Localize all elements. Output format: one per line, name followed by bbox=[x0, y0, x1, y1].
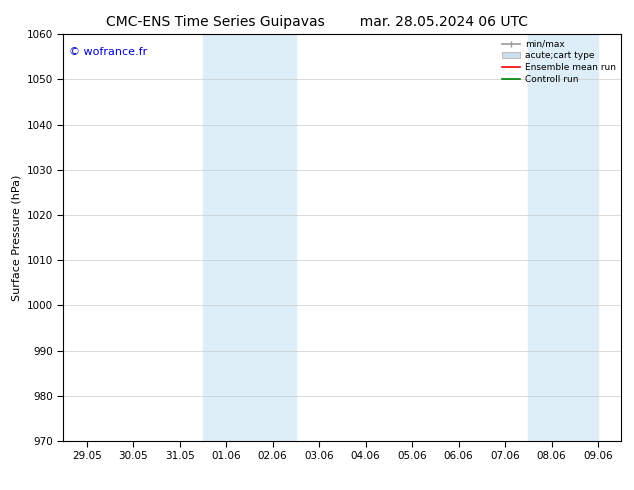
Text: © wofrance.fr: © wofrance.fr bbox=[69, 47, 147, 56]
Legend: min/max, acute;cart type, Ensemble mean run, Controll run: min/max, acute;cart type, Ensemble mean … bbox=[500, 37, 619, 87]
Text: CMC-ENS Time Series Guipavas        mar. 28.05.2024 06 UTC: CMC-ENS Time Series Guipavas mar. 28.05.… bbox=[106, 15, 528, 29]
Bar bbox=[528, 34, 598, 441]
Y-axis label: Surface Pressure (hPa): Surface Pressure (hPa) bbox=[11, 174, 21, 301]
Bar bbox=[203, 34, 296, 441]
